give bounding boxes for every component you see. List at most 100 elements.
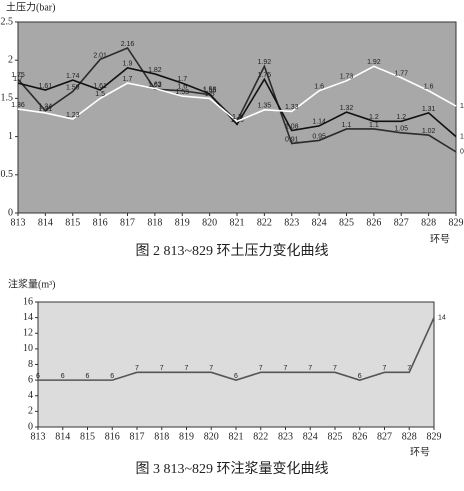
data-label: 1.5 xyxy=(95,91,105,98)
data-label: 7 xyxy=(333,365,337,372)
chart-title: 注浆量(m³) xyxy=(8,277,55,290)
data-label: 7 xyxy=(160,365,164,372)
y-tick-label: 0 xyxy=(8,207,13,218)
caption: 图 2 813~829 环土压力变化曲线 xyxy=(135,243,328,259)
data-label: 6 xyxy=(61,373,65,380)
y-tick-label: 12 xyxy=(23,328,33,339)
data-label: 1.1 xyxy=(342,122,352,129)
data-label: 1.82 xyxy=(148,67,162,74)
x-tick-label: 815 xyxy=(80,431,95,442)
y-tick-label: 14 xyxy=(23,312,33,323)
x-tick-label: 817 xyxy=(130,431,145,442)
data-label: 1.32 xyxy=(340,105,354,112)
data-label: 1.73 xyxy=(340,74,354,81)
x-tick-label: 818 xyxy=(154,431,169,442)
x-tick-label: 826 xyxy=(366,217,381,228)
data-label: 1.61 xyxy=(39,83,53,90)
x-tick-label: 822 xyxy=(253,431,268,442)
y-tick-label: 1 xyxy=(8,131,13,142)
x-tick-label: 815 xyxy=(65,217,80,228)
data-label: 6 xyxy=(110,373,114,380)
x-tick-label: 826 xyxy=(352,431,367,442)
data-label: 1.2 xyxy=(232,114,242,121)
x-tick-label: 827 xyxy=(377,431,392,442)
data-label: 7 xyxy=(284,365,288,372)
data-label: 1.4 xyxy=(460,103,464,110)
x-tick-label: 818 xyxy=(147,217,162,228)
data-label: 7 xyxy=(308,365,312,372)
data-label: 6 xyxy=(36,373,40,380)
chart-title: 土压力(bar) xyxy=(6,0,55,13)
y-tick-label: 4 xyxy=(28,390,33,401)
x-tick-label: 824 xyxy=(303,431,318,442)
x-tick-label: 828 xyxy=(421,217,436,228)
y-tick-label: 0.5 xyxy=(1,169,14,180)
data-label: 1.36 xyxy=(11,102,25,109)
plot-area xyxy=(17,21,457,214)
data-label: 1.31 xyxy=(39,106,53,113)
data-label: 2.01 xyxy=(93,52,107,59)
x-tick-label: 823 xyxy=(284,217,299,228)
data-label: 6 xyxy=(86,373,90,380)
x-tick-label: 820 xyxy=(204,431,219,442)
data-label: 1.74 xyxy=(66,73,80,80)
data-label: 7 xyxy=(185,365,189,372)
y-tick-label: 10 xyxy=(23,343,33,354)
data-label: 1.75 xyxy=(258,72,272,79)
data-label: 1.05 xyxy=(394,126,408,133)
data-label: 0.8 xyxy=(460,149,464,156)
data-label: 1.7 xyxy=(177,76,187,83)
x-axis-label: 环号 xyxy=(430,233,450,245)
data-line xyxy=(17,65,457,123)
data-label: 7 xyxy=(407,365,411,372)
data-label: 1.23 xyxy=(66,112,80,119)
plot-area xyxy=(37,301,435,428)
data-label: 1.55 xyxy=(203,87,217,94)
data-label: 2.16 xyxy=(121,41,135,48)
data-label: 1.63 xyxy=(148,81,162,88)
data-label: 1.75 xyxy=(11,72,25,79)
data-label: 0.95 xyxy=(312,133,326,140)
data-label: 1.62 xyxy=(148,82,162,89)
x-tick-label: 829 xyxy=(427,431,442,442)
data-label: 1.2 xyxy=(396,114,406,121)
data-label: 6 xyxy=(234,373,238,380)
x-tick-label: 827 xyxy=(394,217,409,228)
y-tick-label: 0 xyxy=(28,421,33,432)
data-label: 1.34 xyxy=(39,103,53,110)
data-label: 1.92 xyxy=(258,59,272,66)
data-label: 1.53 xyxy=(175,89,189,96)
data-label: 1.2 xyxy=(232,114,242,121)
x-tick-label: 821 xyxy=(229,431,244,442)
x-tick-label: 814 xyxy=(38,217,53,228)
y-tick-label: 16 xyxy=(23,296,33,307)
data-label: 1.02 xyxy=(422,128,436,135)
data-label: 1.35 xyxy=(258,103,272,110)
data-label: 1.6 xyxy=(314,84,324,91)
data-label: 1.61 xyxy=(93,83,107,90)
x-tick-label: 820 xyxy=(202,217,217,228)
data-label: 1.59 xyxy=(66,84,80,91)
x-tick-label: 825 xyxy=(328,431,343,442)
x-tick-label: 819 xyxy=(175,217,190,228)
data-label: 1.7 xyxy=(13,76,23,83)
y-tick-label: 2.5 xyxy=(1,16,14,27)
data-label: 0.91 xyxy=(285,136,299,143)
data-line xyxy=(38,317,435,381)
x-tick-label: 817 xyxy=(120,217,135,228)
x-tick-label: 824 xyxy=(312,217,327,228)
data-label: 1 xyxy=(460,133,464,140)
data-label: 1.2 xyxy=(369,114,379,121)
x-tick-label: 816 xyxy=(105,431,120,442)
data-label: 6 xyxy=(358,373,362,380)
data-label: 14 xyxy=(438,314,446,321)
x-tick-label: 813 xyxy=(11,217,26,228)
data-label: 1.5 xyxy=(205,91,215,98)
data-label: 1.31 xyxy=(422,106,436,113)
y-tick-label: 8 xyxy=(28,359,33,370)
x-tick-label: 821 xyxy=(230,217,245,228)
data-label: 7 xyxy=(135,365,139,372)
y-tick-label: 2 xyxy=(8,54,13,65)
x-tick-label: 828 xyxy=(402,431,417,442)
